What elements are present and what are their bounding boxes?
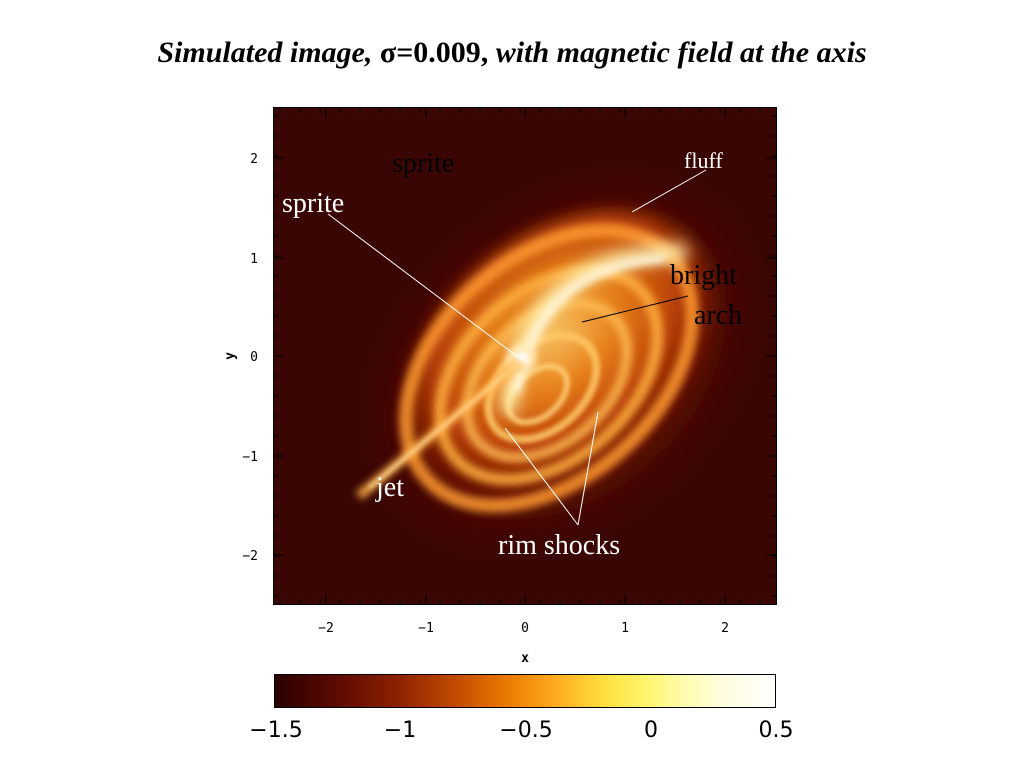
title-part1: Simulated image, [157, 36, 380, 69]
colorbar-tick-label: −1 [383, 718, 417, 743]
xtick-label: −1 [418, 621, 434, 636]
ytick-label: 1 [250, 252, 258, 267]
title-part2: with magnetic field at the axis [488, 36, 867, 69]
title-sigma: σ=0.009, [379, 36, 489, 69]
annotation-fluff: fluff [684, 148, 723, 173]
colorbar [274, 674, 776, 708]
annotation-arch: arch [694, 300, 743, 331]
xtick-label: 1 [621, 621, 629, 636]
colorbar-tick-label: 0 [644, 718, 658, 743]
annotation-sprite-left: sprite [282, 188, 345, 219]
jet [356, 358, 523, 500]
colorbar-tick-label: −1.5 [249, 718, 303, 743]
xtick-label: −2 [318, 621, 334, 636]
colorbar-tick-label: −0.5 [499, 718, 553, 743]
ytick-label: −1 [242, 450, 258, 465]
colorbar-tick-label: 0.5 [758, 718, 794, 743]
annotation-rim-shocks: rim shocks [498, 530, 621, 561]
annotation-bright: bright [670, 260, 737, 291]
x-axis-label: x [521, 651, 529, 666]
annotation-sprite-top: sprite [392, 148, 455, 179]
figure-title: Simulated image, σ=0.009, with magnetic … [0, 36, 1024, 70]
xtick-label: 2 [721, 621, 729, 636]
y-axis-label: y [223, 352, 238, 360]
ytick-label: 2 [250, 152, 258, 167]
ytick-label: 0 [250, 350, 258, 365]
ytick-label: −2 [242, 549, 258, 564]
xtick-label: 0 [521, 621, 529, 636]
annotation-jet: jet [376, 472, 404, 503]
